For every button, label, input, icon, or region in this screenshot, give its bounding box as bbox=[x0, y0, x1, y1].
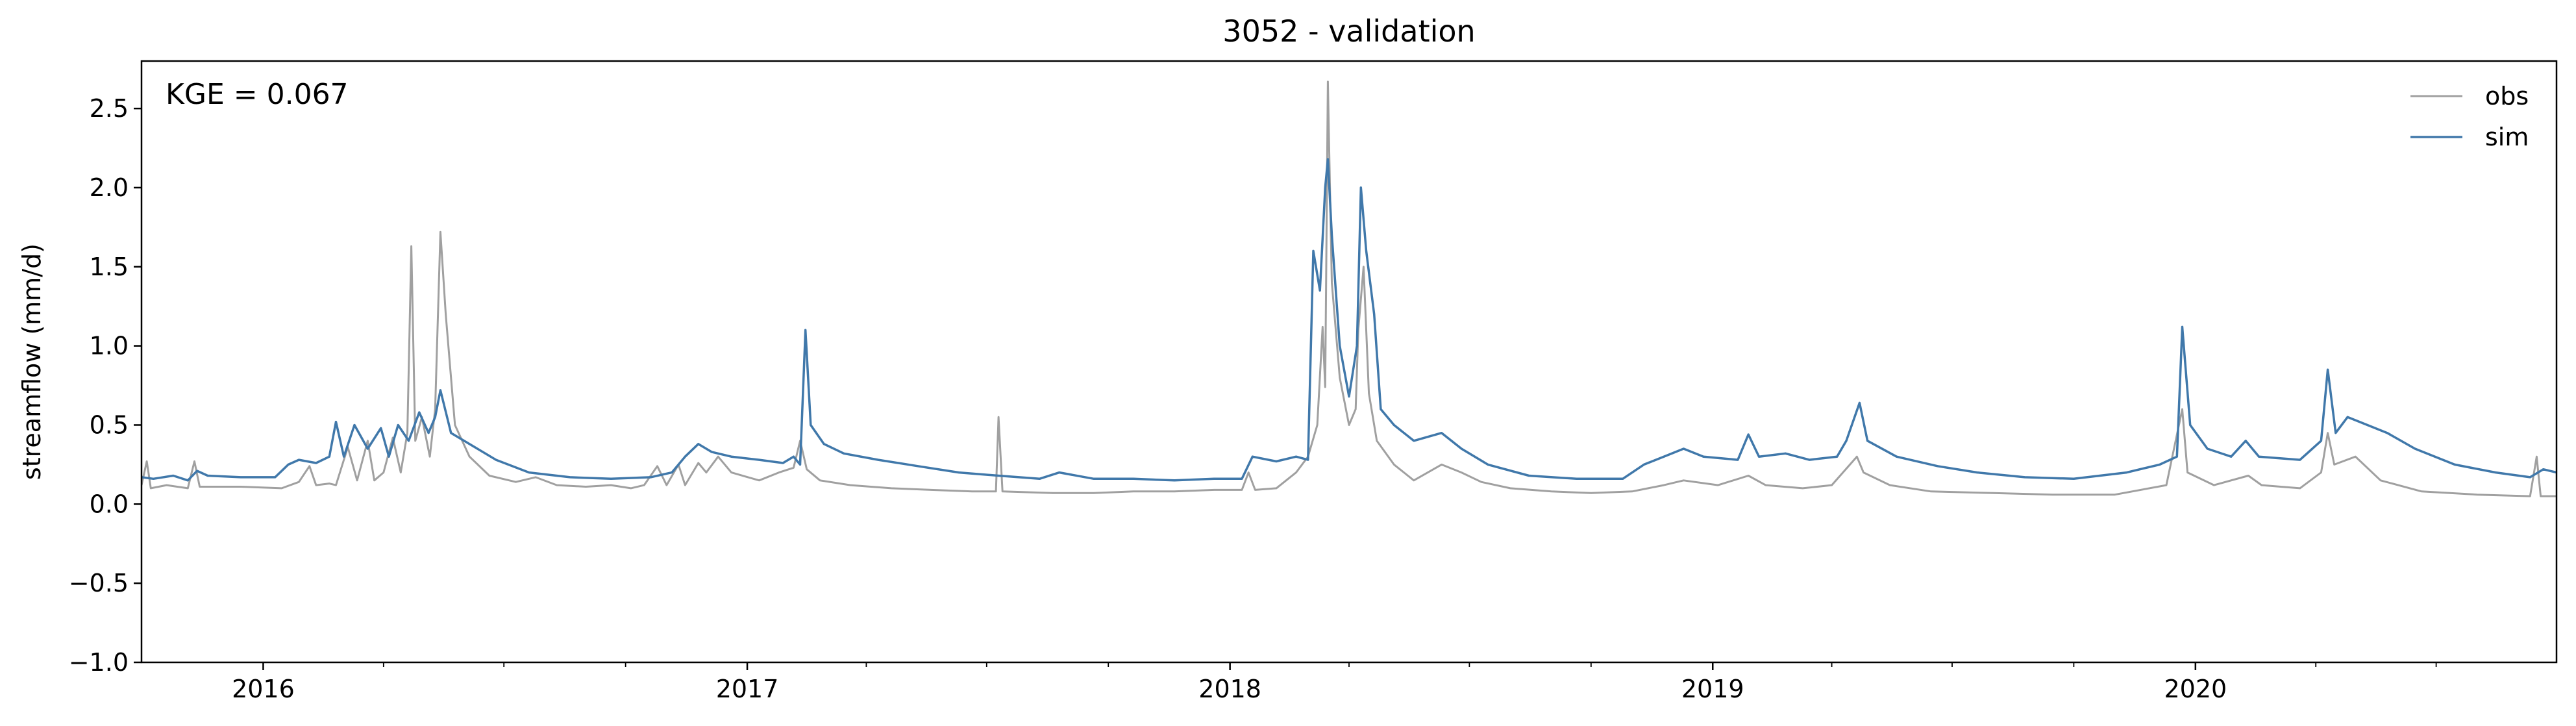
y-tick-label: 0.0 bbox=[90, 490, 129, 518]
y-axis-label: streamflow (mm/d) bbox=[18, 244, 46, 480]
legend: obs sim bbox=[2410, 82, 2529, 151]
legend-label-sim: sim bbox=[2485, 123, 2529, 151]
x-tick-label: 2018 bbox=[1198, 675, 1261, 703]
y-axis: −1.0 −0.5 0.0 0.5 1.0 1.5 2.0 2.5 bbox=[69, 94, 142, 677]
x-axis: 2016 2017 2018 2019 2020 bbox=[232, 662, 2437, 703]
kge-annotation: KGE = 0.067 bbox=[166, 78, 349, 111]
y-tick-label: 2.5 bbox=[90, 94, 129, 123]
x-tick-label: 2019 bbox=[1681, 675, 1744, 703]
x-tick-label: 2020 bbox=[2164, 675, 2227, 703]
series-line-obs bbox=[142, 81, 2557, 497]
y-tick-label: −0.5 bbox=[69, 569, 129, 597]
chart-title: 3052 - validation bbox=[1222, 14, 1475, 49]
series-line-sim bbox=[142, 158, 2557, 482]
x-tick-label: 2017 bbox=[716, 675, 779, 703]
y-tick-label: −1.0 bbox=[69, 648, 129, 677]
series-layer bbox=[142, 81, 2557, 497]
x-tick-label: 2016 bbox=[232, 675, 295, 703]
y-tick-label: 1.5 bbox=[90, 253, 129, 281]
y-tick-label: 2.0 bbox=[90, 173, 129, 202]
legend-label-obs: obs bbox=[2485, 82, 2529, 110]
y-tick-label: 0.5 bbox=[90, 410, 129, 439]
y-tick-label: 1.0 bbox=[90, 332, 129, 360]
